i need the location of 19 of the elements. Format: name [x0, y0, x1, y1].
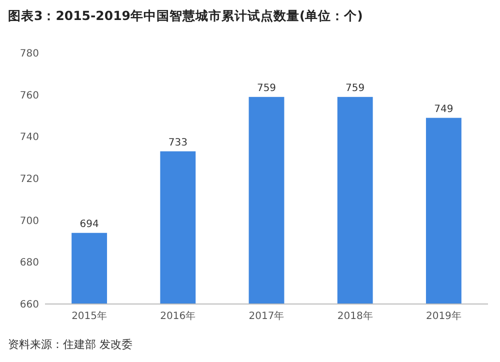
y-tick-label: 700 — [20, 216, 39, 227]
y-tick-label: 680 — [20, 258, 39, 269]
y-tick-label: 760 — [20, 90, 39, 102]
text: 资料来源：住建部 发改委 — [8, 338, 132, 351]
x-tick-label: 2015年 — [72, 310, 108, 322]
chart-title: 图表3：2015-2019年中国智慧城市累计试点数量(单位：个) — [8, 8, 363, 23]
data-label: 759 — [346, 82, 365, 94]
y-tick-label: 720 — [20, 174, 39, 185]
x-tick-label: 2017年 — [248, 310, 284, 322]
x-tick-label: 2016年 — [160, 310, 196, 322]
data-label: 759 — [256, 82, 276, 94]
data-label: 749 — [434, 104, 454, 115]
x-tick-label: 2018年 — [337, 310, 373, 322]
y-tick-label: 780 — [20, 48, 39, 60]
data-label: 694 — [80, 218, 99, 230]
x-tick-label: 2019年 — [426, 310, 462, 322]
data-label: 733 — [168, 137, 188, 148]
y-tick-label: 660 — [20, 300, 39, 310]
y-tick-label: 740 — [20, 132, 39, 144]
